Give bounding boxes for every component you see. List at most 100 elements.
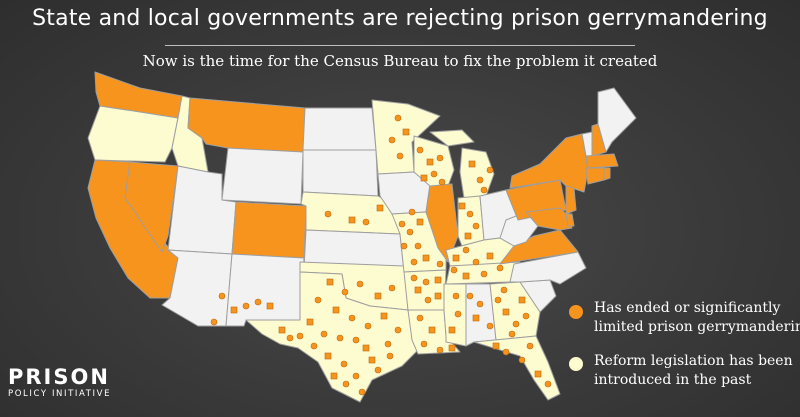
locality-marker [508, 330, 516, 338]
locality-marker [340, 360, 348, 368]
locality-marker [420, 174, 428, 182]
state-oregon [87, 105, 179, 163]
locality-marker [462, 272, 470, 280]
locality-marker [394, 114, 402, 122]
locality-marker [324, 210, 332, 218]
legend-ended-label: Has ended or significantly limited priso… [594, 300, 800, 335]
locality-marker [452, 292, 460, 300]
locality-marker [448, 344, 456, 352]
locality-marker [452, 254, 460, 262]
locality-marker [402, 128, 410, 136]
state-new-york [509, 133, 589, 193]
locality-marker [450, 266, 458, 274]
legend-legislation-swatch [569, 357, 583, 371]
locality-marker [408, 208, 416, 216]
locality-marker [436, 260, 444, 268]
state-arkansas [403, 269, 447, 311]
state-wyoming [221, 147, 304, 205]
state-new-jersey [565, 185, 577, 215]
locality-marker [434, 276, 442, 284]
locality-marker [362, 218, 370, 226]
locality-marker [230, 306, 238, 314]
locality-marker [422, 278, 430, 286]
state-montana [187, 97, 306, 153]
locality-marker [416, 218, 424, 226]
locality-marker [422, 254, 430, 262]
locality-marker [472, 258, 480, 266]
locality-marker [330, 372, 338, 380]
locality-marker [332, 306, 340, 314]
locality-marker [352, 372, 360, 380]
state-maryland [525, 207, 573, 231]
locality-marker [348, 216, 356, 224]
locality-marker [326, 278, 334, 286]
locality-marker [341, 288, 349, 296]
locality-marker [368, 356, 376, 364]
locality-marker [502, 348, 510, 356]
locality-marker [396, 152, 404, 160]
locality-marker [374, 292, 382, 300]
locality-marker [414, 242, 422, 250]
state-illinois [425, 183, 459, 263]
locality-marker [512, 320, 520, 328]
locality-marker [388, 136, 396, 144]
locality-marker [388, 284, 396, 292]
locality-marker [324, 352, 332, 360]
locality-marker [414, 286, 422, 294]
locality-marker [486, 322, 494, 330]
locality-marker [462, 246, 470, 254]
prison-policy-initiative-logo: PRISON POLICY INITIATIVE [8, 366, 111, 400]
locality-marker [424, 296, 432, 304]
title-divider [165, 45, 635, 46]
locality-marker [476, 176, 484, 184]
state-minnesota [371, 99, 441, 175]
locality-marker [374, 366, 382, 374]
locality-marker [356, 280, 364, 288]
locality-marker [364, 322, 372, 330]
locality-marker [254, 298, 262, 306]
locality-marker [438, 178, 446, 186]
locality-marker [544, 380, 552, 388]
locality-marker [384, 340, 392, 348]
locality-marker [416, 146, 424, 154]
locality-marker [476, 300, 484, 308]
map-subtitle: Now is the time for the Census Bureau to… [142, 52, 658, 70]
locality-marker [480, 186, 488, 194]
state-colorado [231, 201, 307, 259]
locality-marker [310, 342, 318, 350]
locality-marker [496, 264, 504, 272]
state-north-carolina [509, 251, 587, 285]
locality-marker [472, 222, 480, 230]
map-title: State and local governments are rejectin… [32, 6, 768, 31]
locality-marker [494, 296, 502, 304]
locality-marker [486, 252, 494, 260]
locality-marker [336, 334, 344, 342]
state-florida [473, 335, 561, 401]
locality-marker [534, 370, 542, 378]
locality-marker [386, 352, 394, 360]
logo-line-1: PRISON [8, 365, 110, 389]
locality-marker [500, 286, 508, 294]
locality-marker [352, 336, 360, 344]
locality-marker [348, 314, 356, 322]
locality-marker [278, 326, 286, 334]
locality-marker [358, 388, 366, 396]
logo-line-2: POLICY INITIATIVE [8, 389, 112, 399]
locality-marker [436, 154, 444, 162]
locality-marker [502, 308, 510, 316]
locality-marker [380, 312, 388, 320]
legend-legislation-label: Reform legislation has been introduced i… [594, 353, 793, 388]
state-nevada [124, 161, 179, 253]
locality-marker [218, 292, 226, 300]
locality-marker [242, 302, 250, 310]
locality-marker [466, 210, 474, 218]
state-south-dakota [302, 149, 379, 197]
locality-marker [376, 204, 384, 212]
state-massachusetts [585, 153, 619, 169]
locality-marker [466, 292, 474, 300]
locality-marker [472, 314, 480, 322]
locality-marker [486, 166, 494, 174]
locality-marker [410, 258, 418, 266]
state-delaware [565, 213, 575, 227]
